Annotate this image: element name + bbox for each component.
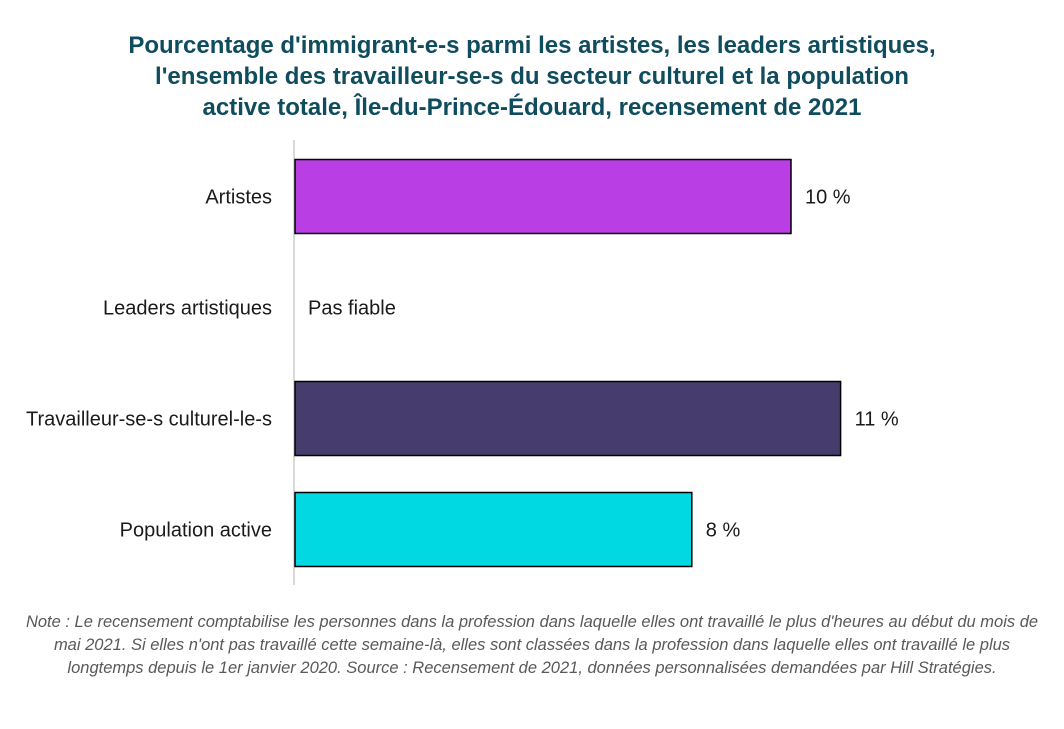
chart-title-line: Pourcentage d'immigrant-e-s parmi les ar… [128,32,936,59]
bar [294,158,792,235]
data-label: 11 % [855,409,899,431]
category-label: Artistes [205,187,272,209]
category-label: Travailleur-se-s culturel-le-s [26,409,272,431]
chart-title-line: active totale, Île-du-Prince-Édouard, re… [202,94,862,121]
chart-title-line: l'ensemble des travailleur-se-s du secte… [155,63,909,90]
chart-note: Note : Le recensement comptabilise les p… [25,613,1039,677]
category-label: Leaders artistiques [103,298,272,320]
data-label: 8 % [706,520,741,542]
data-label: 10 % [805,187,851,209]
bar [294,380,842,457]
category-label: Population active [120,520,272,542]
chart-title: Pourcentage d'immigrant-e-s parmi les ar… [0,30,1064,123]
data-label: Pas fiable [308,298,396,320]
bar [294,491,693,568]
bar-chart: Artistes 10 % Leaders artistiques Pas fiabl… [26,140,899,585]
